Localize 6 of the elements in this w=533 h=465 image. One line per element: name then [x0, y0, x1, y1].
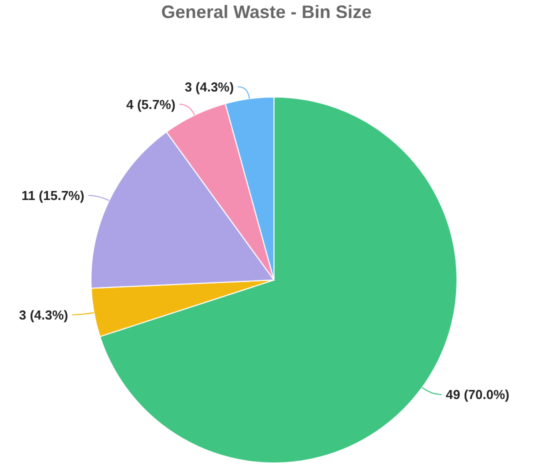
data-label: 4 (5.7%) [126, 96, 176, 112]
data-label: 11 (15.7%) [21, 188, 84, 203]
data-label: 49 (70.0%) [446, 387, 510, 402]
data-label: 3 (4.3%) [184, 79, 234, 94]
data-label: 3 (4.3%) [18, 307, 68, 322]
chart-title: General Waste - Bin Size [161, 2, 372, 22]
